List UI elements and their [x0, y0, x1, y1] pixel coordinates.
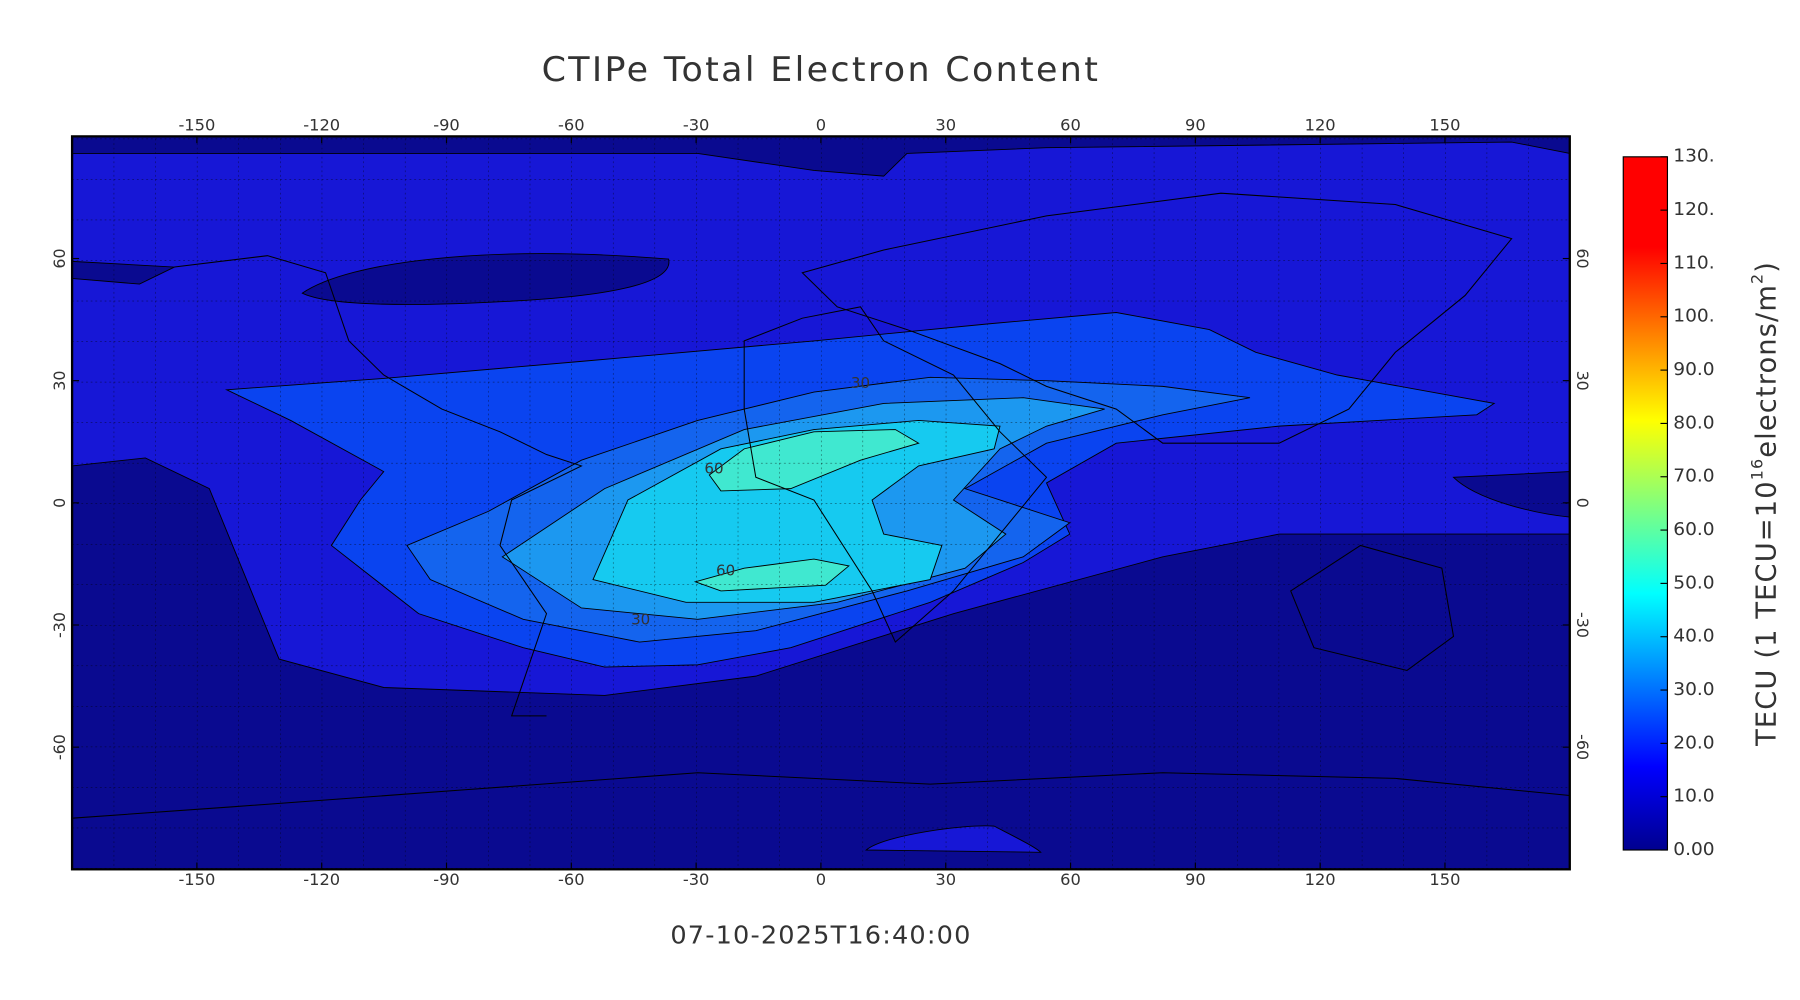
colorbar-tick-label: 100.: [1673, 306, 1714, 327]
colorbar-tick-label: 0.00: [1673, 839, 1714, 860]
x-tick-label: 0: [816, 870, 826, 889]
x-tick-label: -150: [178, 870, 215, 889]
label-part: 2: [1747, 273, 1766, 284]
x-tick-label: -30: [683, 116, 710, 135]
x-tick-label: 120: [1305, 116, 1336, 135]
colorbar-tick-label: 30.0: [1673, 679, 1714, 700]
colorbar-tick-label: 60.0: [1673, 519, 1714, 540]
x-tick-label: -30: [683, 870, 710, 889]
y-tick-label: 30: [1573, 371, 1592, 391]
x-tick-label: -90: [433, 870, 460, 889]
x-tick-label: 90: [1185, 116, 1206, 135]
y-tick-label: 0: [1573, 498, 1592, 508]
contour-label: 60: [716, 562, 735, 580]
y-tick-label: 0: [50, 498, 69, 508]
colorbar-tick-label: 130.: [1673, 146, 1714, 167]
colorbar-tick-label: 70.0: [1673, 466, 1714, 487]
x-tick-label: 30: [935, 116, 956, 135]
label-part: 16: [1747, 458, 1766, 481]
contour-field: [72, 136, 1570, 870]
label-part: TECU (1 TECU=10: [1749, 480, 1782, 747]
y-tick-label: 60: [50, 248, 69, 268]
x-tick-label: -60: [558, 116, 585, 135]
x-tick-label: -60: [558, 870, 585, 889]
colorbar-tick-label: 90.0: [1673, 359, 1714, 380]
x-tick-label: 150: [1429, 116, 1460, 135]
y-tick-label: -30: [50, 612, 69, 638]
colorbar-tick-label: 110.: [1673, 253, 1714, 274]
x-tick-label: 60: [1060, 870, 1081, 889]
x-tick-label: 30: [935, 870, 956, 889]
colorbar: [1622, 156, 1669, 851]
x-tick-label: -150: [178, 116, 215, 135]
colorbar-tick-label: 120.: [1673, 199, 1714, 220]
colorbar-tick-label: 10.0: [1673, 786, 1714, 807]
x-tick-label: 90: [1185, 870, 1206, 889]
y-tick-label: -30: [1573, 612, 1592, 638]
contour-label: 30: [851, 374, 870, 392]
x-tick-label: -120: [303, 116, 340, 135]
colorbar-tick-label: 20.0: [1673, 732, 1714, 753]
colorbar-label: TECU (1 TECU=1016electrons/m2): [1747, 261, 1782, 747]
x-tick-label: 60: [1060, 116, 1081, 135]
label-part: ): [1749, 261, 1782, 273]
timestamp: 07-10-2025T16:40:00: [670, 921, 971, 950]
contour-label: 60: [704, 459, 723, 477]
x-tick-label: -120: [303, 870, 340, 889]
y-tick-label: -60: [1573, 734, 1592, 760]
y-tick-label: 60: [1573, 248, 1592, 268]
x-tick-label: 150: [1429, 870, 1460, 889]
colorbar-tick-label: 80.0: [1673, 413, 1714, 434]
y-tick-label: 30: [50, 371, 69, 391]
contour-label: 30: [631, 611, 650, 629]
grid: [72, 136, 1570, 870]
y-tick-label: -60: [50, 734, 69, 760]
colorbar-tick-label: 50.0: [1673, 573, 1714, 594]
label-part: electrons/m: [1749, 284, 1782, 458]
x-tick-label: 120: [1305, 870, 1336, 889]
colorbar-tick-label: 40.0: [1673, 626, 1714, 647]
x-tick-label: 0: [816, 116, 826, 135]
title: CTIPe Total Electron Content: [542, 50, 1101, 90]
x-tick-label: -90: [433, 116, 460, 135]
